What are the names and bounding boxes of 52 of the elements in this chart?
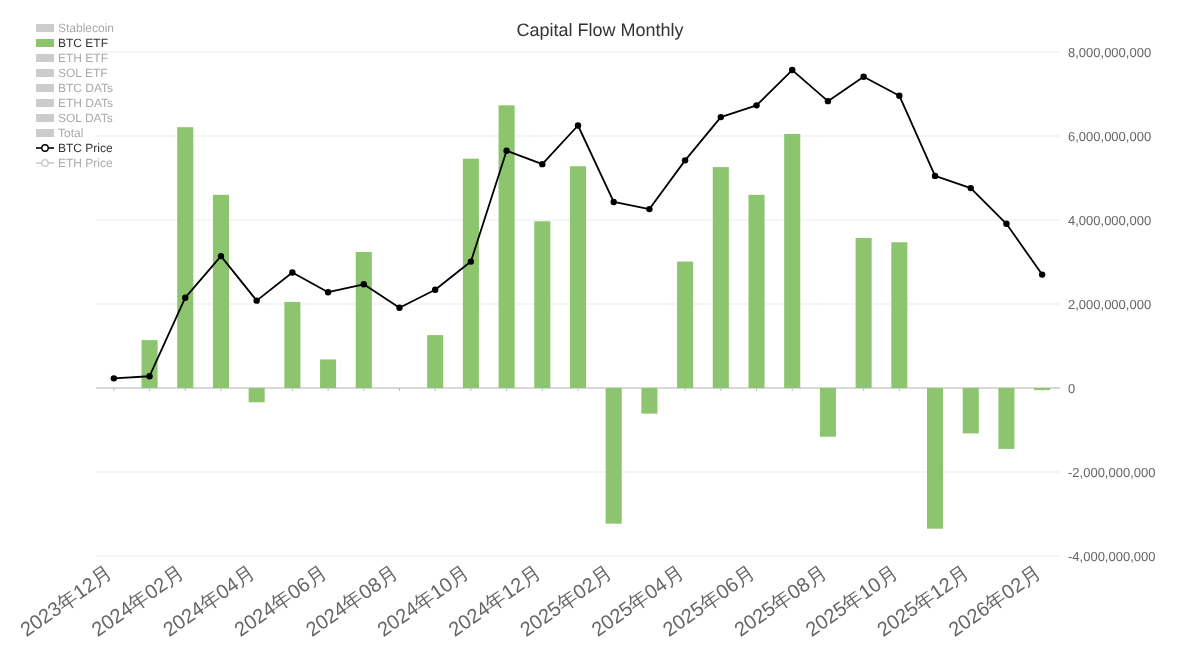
point	[717, 113, 725, 121]
bar	[819, 388, 836, 437]
point	[646, 205, 653, 213]
point	[824, 97, 832, 105]
bar	[569, 166, 587, 388]
bar	[534, 221, 551, 388]
bar	[677, 261, 694, 388]
point	[610, 198, 617, 206]
point	[146, 373, 153, 380]
bar	[427, 335, 444, 388]
bar	[284, 301, 301, 388]
point	[1038, 271, 1046, 278]
point	[467, 258, 475, 265]
point	[431, 286, 439, 293]
bar	[927, 388, 944, 529]
bar	[784, 133, 801, 388]
point	[217, 252, 225, 260]
point	[324, 289, 332, 296]
point	[789, 66, 796, 74]
bar	[748, 194, 765, 388]
bar	[355, 251, 372, 388]
chart-title: Capital Flow Monthly	[516, 20, 685, 40]
bar	[641, 388, 658, 414]
bar	[891, 242, 908, 388]
bar	[998, 388, 1015, 449]
point	[681, 157, 689, 164]
bar	[212, 194, 229, 388]
point	[896, 92, 903, 99]
point	[1003, 220, 1010, 227]
bar	[462, 158, 479, 388]
bar	[712, 167, 729, 388]
bar	[962, 388, 979, 434]
point	[360, 281, 367, 288]
bar	[605, 388, 622, 524]
point	[967, 184, 974, 192]
point	[289, 269, 296, 276]
bar	[141, 340, 158, 388]
point	[503, 147, 510, 154]
bar	[855, 238, 872, 388]
bar	[498, 105, 515, 388]
point	[396, 304, 403, 311]
point	[539, 160, 546, 168]
bar	[320, 359, 337, 388]
point	[860, 73, 867, 80]
point	[753, 102, 760, 109]
point	[574, 122, 582, 129]
point	[931, 172, 939, 180]
point	[182, 294, 189, 301]
bar	[248, 388, 265, 403]
point	[253, 297, 260, 304]
point	[110, 375, 118, 382]
bar	[177, 127, 194, 388]
